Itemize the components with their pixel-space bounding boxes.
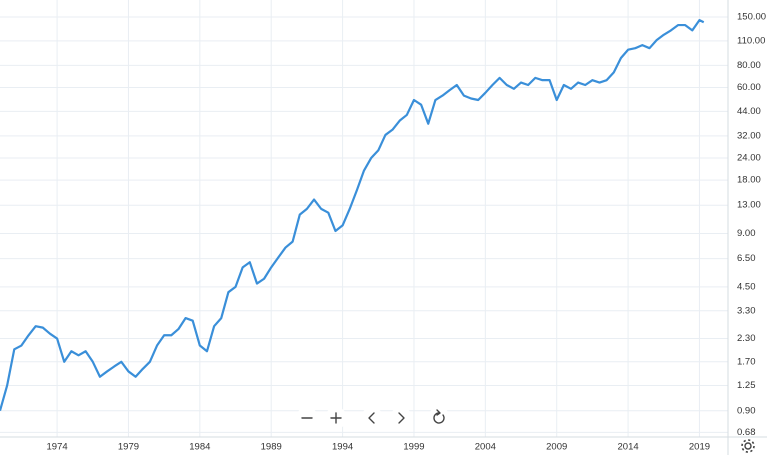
scroll-right-button[interactable] <box>390 407 412 429</box>
x-tick-label: 1979 <box>118 442 139 453</box>
y-tick-label: 0.90 <box>737 405 756 416</box>
y-tick-label: 110.00 <box>737 35 765 46</box>
x-tick-label: 2009 <box>546 442 567 453</box>
zoom-controls <box>296 407 450 429</box>
settings-button[interactable] <box>741 439 755 453</box>
y-tick-label: 9.00 <box>737 228 756 239</box>
x-tick-label: 2019 <box>689 442 710 453</box>
y-tick-label: 150.00 <box>737 11 766 22</box>
x-tick-label: 1999 <box>403 442 424 453</box>
zoom-in-button[interactable] <box>325 407 347 429</box>
price-line <box>0 19 705 412</box>
y-tick-label: 18.00 <box>737 175 761 186</box>
scroll-left-button[interactable] <box>361 407 383 429</box>
y-tick-label: 2.30 <box>737 333 756 344</box>
x-tick-label: 1974 <box>47 442 68 453</box>
y-tick-label: 44.00 <box>737 106 761 117</box>
x-tick-label: 1984 <box>189 442 210 453</box>
y-tick-label: 4.50 <box>737 281 756 292</box>
x-tick-label: 1994 <box>332 442 353 453</box>
y-tick-label: 80.00 <box>737 60 761 71</box>
y-tick-label: 1.70 <box>737 356 756 367</box>
y-tick-label: 1.25 <box>737 380 756 391</box>
y-tick-label: 3.30 <box>737 305 756 316</box>
y-tick-label: 32.00 <box>737 130 761 141</box>
x-tick-label: 2004 <box>475 442 496 453</box>
x-tick-label: 1989 <box>261 442 282 453</box>
y-tick-label: 60.00 <box>737 82 761 93</box>
y-tick-label: 24.00 <box>737 153 761 164</box>
x-tick-label: 2014 <box>618 442 639 453</box>
y-tick-label: 13.00 <box>737 200 761 211</box>
reset-button[interactable] <box>428 407 450 429</box>
zoom-out-button[interactable] <box>296 407 318 429</box>
y-tick-label: 6.50 <box>737 253 756 264</box>
y-tick-label: 0.68 <box>737 427 756 438</box>
